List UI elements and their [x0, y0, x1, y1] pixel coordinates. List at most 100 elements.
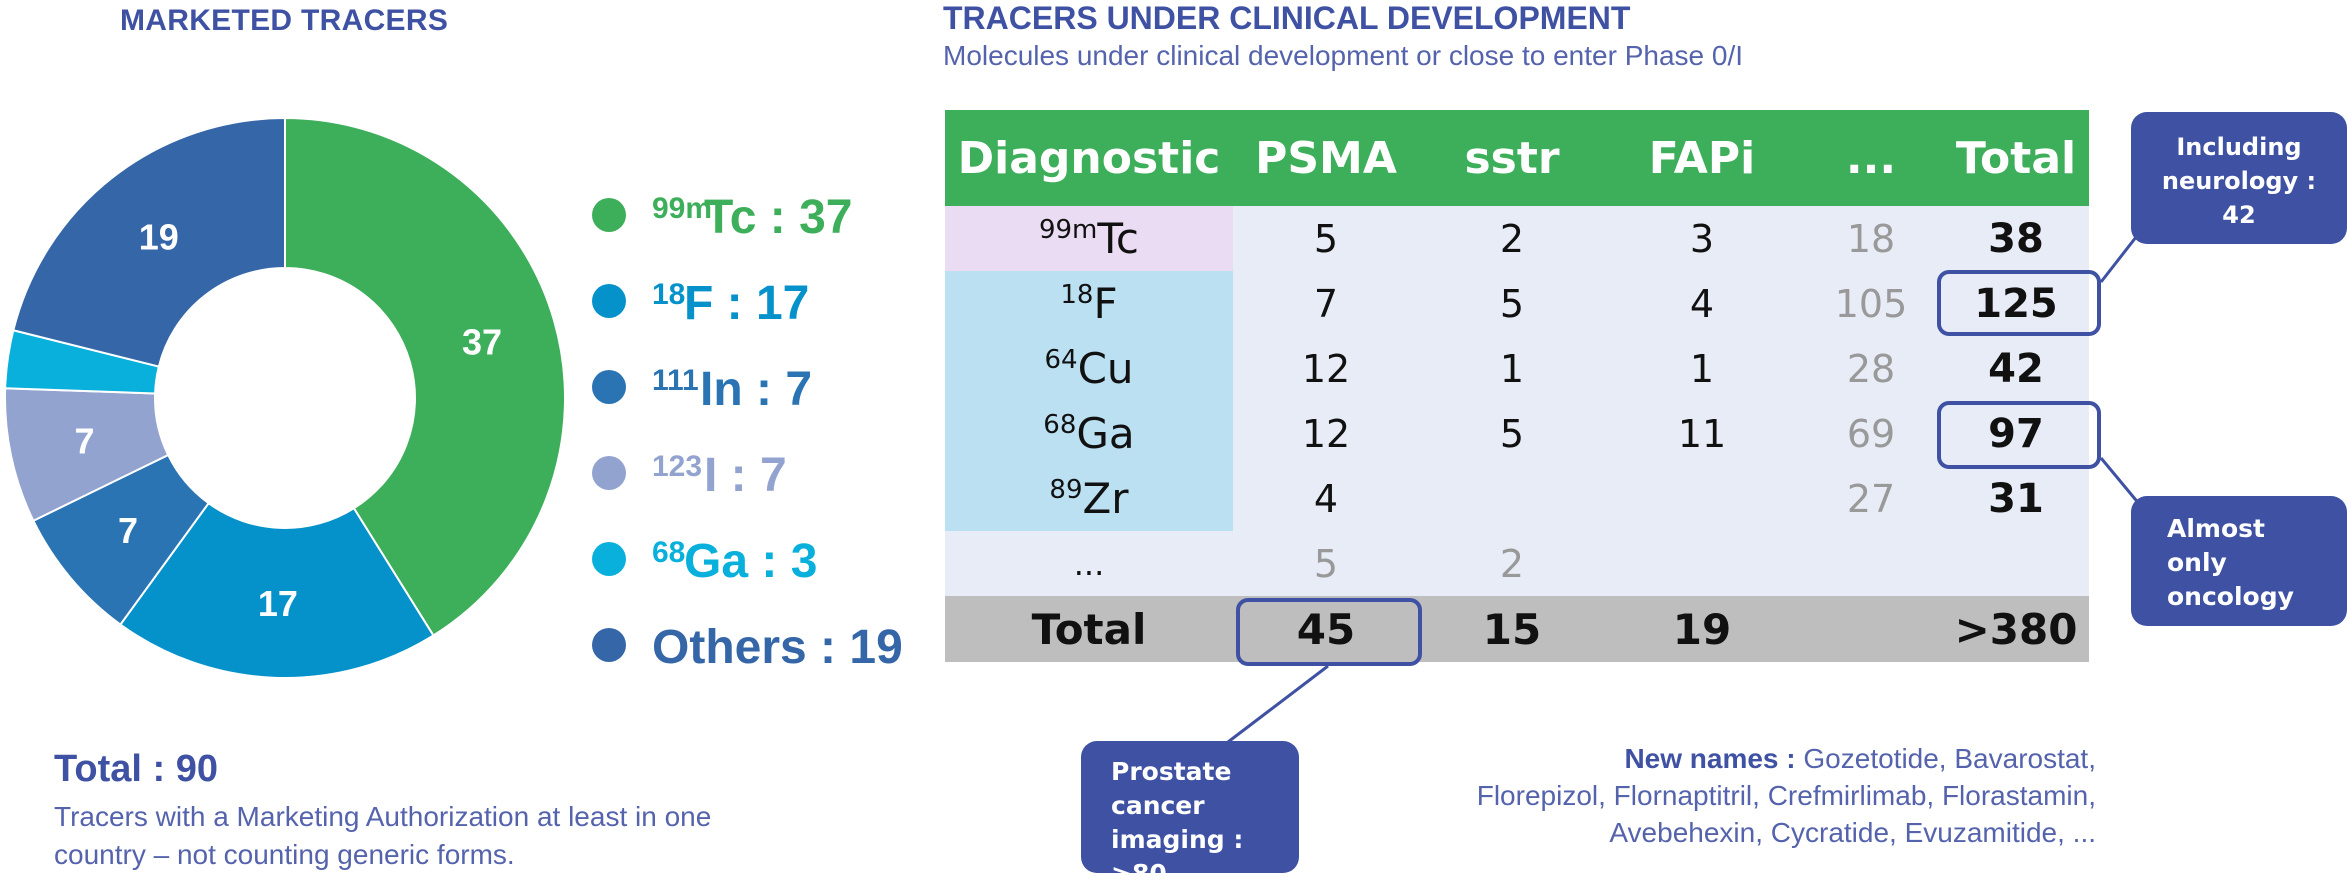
cell-total: 97 — [1943, 401, 2089, 466]
highlight-ga68-total — [1937, 401, 2101, 469]
cell-sstr: 5 — [1419, 271, 1605, 336]
row-isotope-tc99m: 99mTc — [945, 206, 1233, 271]
legend-dot-icon — [592, 198, 626, 232]
cell-fapi: 11 — [1605, 401, 1799, 466]
donut-slice-label: 37 — [462, 321, 502, 362]
cell-sstr: 2 — [1419, 206, 1605, 271]
table-row: 99mTc 5 2 3 18 38 — [945, 206, 2089, 271]
donut-slice-label: 7 — [74, 421, 94, 462]
callout-line: Almost — [2167, 514, 2265, 543]
marketed-total-heading: Total : 90 — [54, 748, 218, 790]
cell-psma: 5 — [1233, 206, 1419, 271]
callout-line: Prostate — [1111, 757, 1232, 786]
cell-psma: 4 — [1233, 466, 1419, 531]
cell-other: 18 — [1799, 206, 1943, 271]
header-diagnostic: Diagnostic — [945, 110, 1233, 206]
legend-dot-icon — [592, 456, 626, 490]
cell-other: 69 — [1799, 401, 1943, 466]
legend-label: Tc : 37 — [704, 191, 853, 244]
new-names-line: Avebehexin, Cycratide, Evuzamitide, ... — [1609, 817, 2096, 848]
cell-sstr: 1 — [1419, 336, 1605, 401]
cell-sstr: 2 — [1419, 531, 1605, 596]
cell-other: 28 — [1799, 336, 1943, 401]
clinical-development-title: TRACERS UNDER CLINICAL DEVELOPMENT — [943, 0, 1631, 36]
cell-fapi — [1605, 531, 1799, 596]
cell-other — [1799, 531, 1943, 596]
callout-oncology: Almost only oncology — [2131, 496, 2347, 626]
cell-psma: 12 — [1233, 401, 1419, 466]
donut-slice-label: 17 — [258, 583, 298, 624]
table-total-row: Total 45 15 19 >380 — [945, 596, 2089, 662]
callout-line: only — [2167, 548, 2227, 577]
table-header-row: Diagnostic PSMA sstr FAPi ... Total — [945, 110, 2089, 206]
clinical-development-table: Diagnostic PSMA sstr FAPi ... Total 99mT… — [945, 110, 2089, 662]
header-sstr: sstr — [1419, 110, 1605, 206]
description-line: Tracers with a Marketing Authorization a… — [54, 801, 712, 832]
callout-line: imaging : >80 — [1111, 825, 1244, 888]
cell-other: 27 — [1799, 466, 1943, 531]
row-isotope-f18: 18F — [945, 271, 1233, 336]
header-other: ... — [1799, 110, 1943, 206]
header-fapi: FAPi — [1605, 110, 1799, 206]
row-isotope-ga68: 68Ga — [945, 401, 1233, 466]
cell-total: 31 — [1943, 466, 2089, 531]
table-row: 68Ga 12 5 11 69 97 — [945, 401, 2089, 466]
legend-dot-icon — [592, 284, 626, 318]
cell-psma: 12 — [1233, 336, 1419, 401]
header-total: Total — [1943, 110, 2089, 206]
callout-line: Including — [2176, 133, 2302, 161]
total-row-label: Total — [945, 596, 1233, 662]
cell-sstr — [1419, 466, 1605, 531]
legend-isotope: 111 — [652, 364, 699, 397]
legend-isotope: 68 — [652, 536, 686, 569]
cell-psma: 7 — [1233, 271, 1419, 336]
highlight-psma-total — [1236, 598, 1422, 666]
total-grand: >380 — [1943, 596, 2089, 662]
legend-dot-icon — [592, 628, 626, 662]
description-line: country – not counting generic forms. — [54, 839, 515, 870]
new-names-line: New names : Gozetotide, Bavarostat, — [1477, 740, 2096, 777]
new-names-block: New names : Gozetotide, Bavarostat, Flor… — [1477, 740, 2096, 851]
cell-total: 42 — [1943, 336, 2089, 401]
legend-label: In : 7 — [700, 363, 813, 416]
marketed-total-description: Tracers with a Marketing Authorization a… — [54, 798, 794, 874]
legend-isotope: 123 — [652, 450, 703, 483]
table-row: ... 5 2 — [945, 531, 2089, 596]
donut-slice-label: 19 — [139, 216, 179, 257]
table-row: 18F 7 5 4 105 125 — [945, 271, 2089, 336]
total-other — [1799, 596, 1943, 662]
connector-oncology — [2099, 457, 2142, 506]
legend-label: F : 17 — [684, 277, 810, 330]
legend-dot-icon — [592, 542, 626, 576]
cell-total: 38 — [1943, 206, 2089, 271]
legend-label: Others : 19 — [652, 621, 903, 674]
legend-label: I : 7 — [704, 449, 787, 502]
total-sstr: 15 — [1419, 596, 1605, 662]
connector-prostate — [1227, 664, 1329, 744]
cell-fapi — [1605, 466, 1799, 531]
cell-fapi: 3 — [1605, 206, 1799, 271]
table-row: 89Zr 4 27 31 — [945, 466, 2089, 531]
donut-slice-label: 7 — [118, 510, 138, 551]
total-psma: 45 — [1233, 596, 1419, 662]
marketed-tracers-donut-chart: 37 17 7 7 19 — [4, 116, 566, 679]
cell-other: 105 — [1799, 271, 1943, 336]
cell-fapi: 4 — [1605, 271, 1799, 336]
cell-total — [1943, 531, 2089, 596]
row-isotope-cu64: 64Cu — [945, 336, 1233, 401]
cell-total: 125 — [1943, 271, 2089, 336]
cell-fapi: 1 — [1605, 336, 1799, 401]
total-fapi: 19 — [1605, 596, 1799, 662]
callout-line: oncology — [2167, 582, 2294, 611]
legend-label: Ga : 3 — [684, 535, 818, 588]
donut-slice-99mtc — [284, 116, 566, 637]
legend-isotope: 99m — [652, 192, 713, 225]
marketed-tracers-title: MARKETED TRACERS — [120, 4, 449, 37]
table-row: 64Cu 12 1 1 28 42 — [945, 336, 2089, 401]
row-isotope-more: ... — [945, 531, 1233, 596]
row-isotope-zr89: 89Zr — [945, 466, 1233, 531]
callout-line: 42 — [2222, 201, 2256, 229]
callout-neurology: Including neurology : 42 — [2131, 112, 2347, 244]
donut-slice-others — [12, 116, 286, 368]
header-psma: PSMA — [1233, 110, 1419, 206]
